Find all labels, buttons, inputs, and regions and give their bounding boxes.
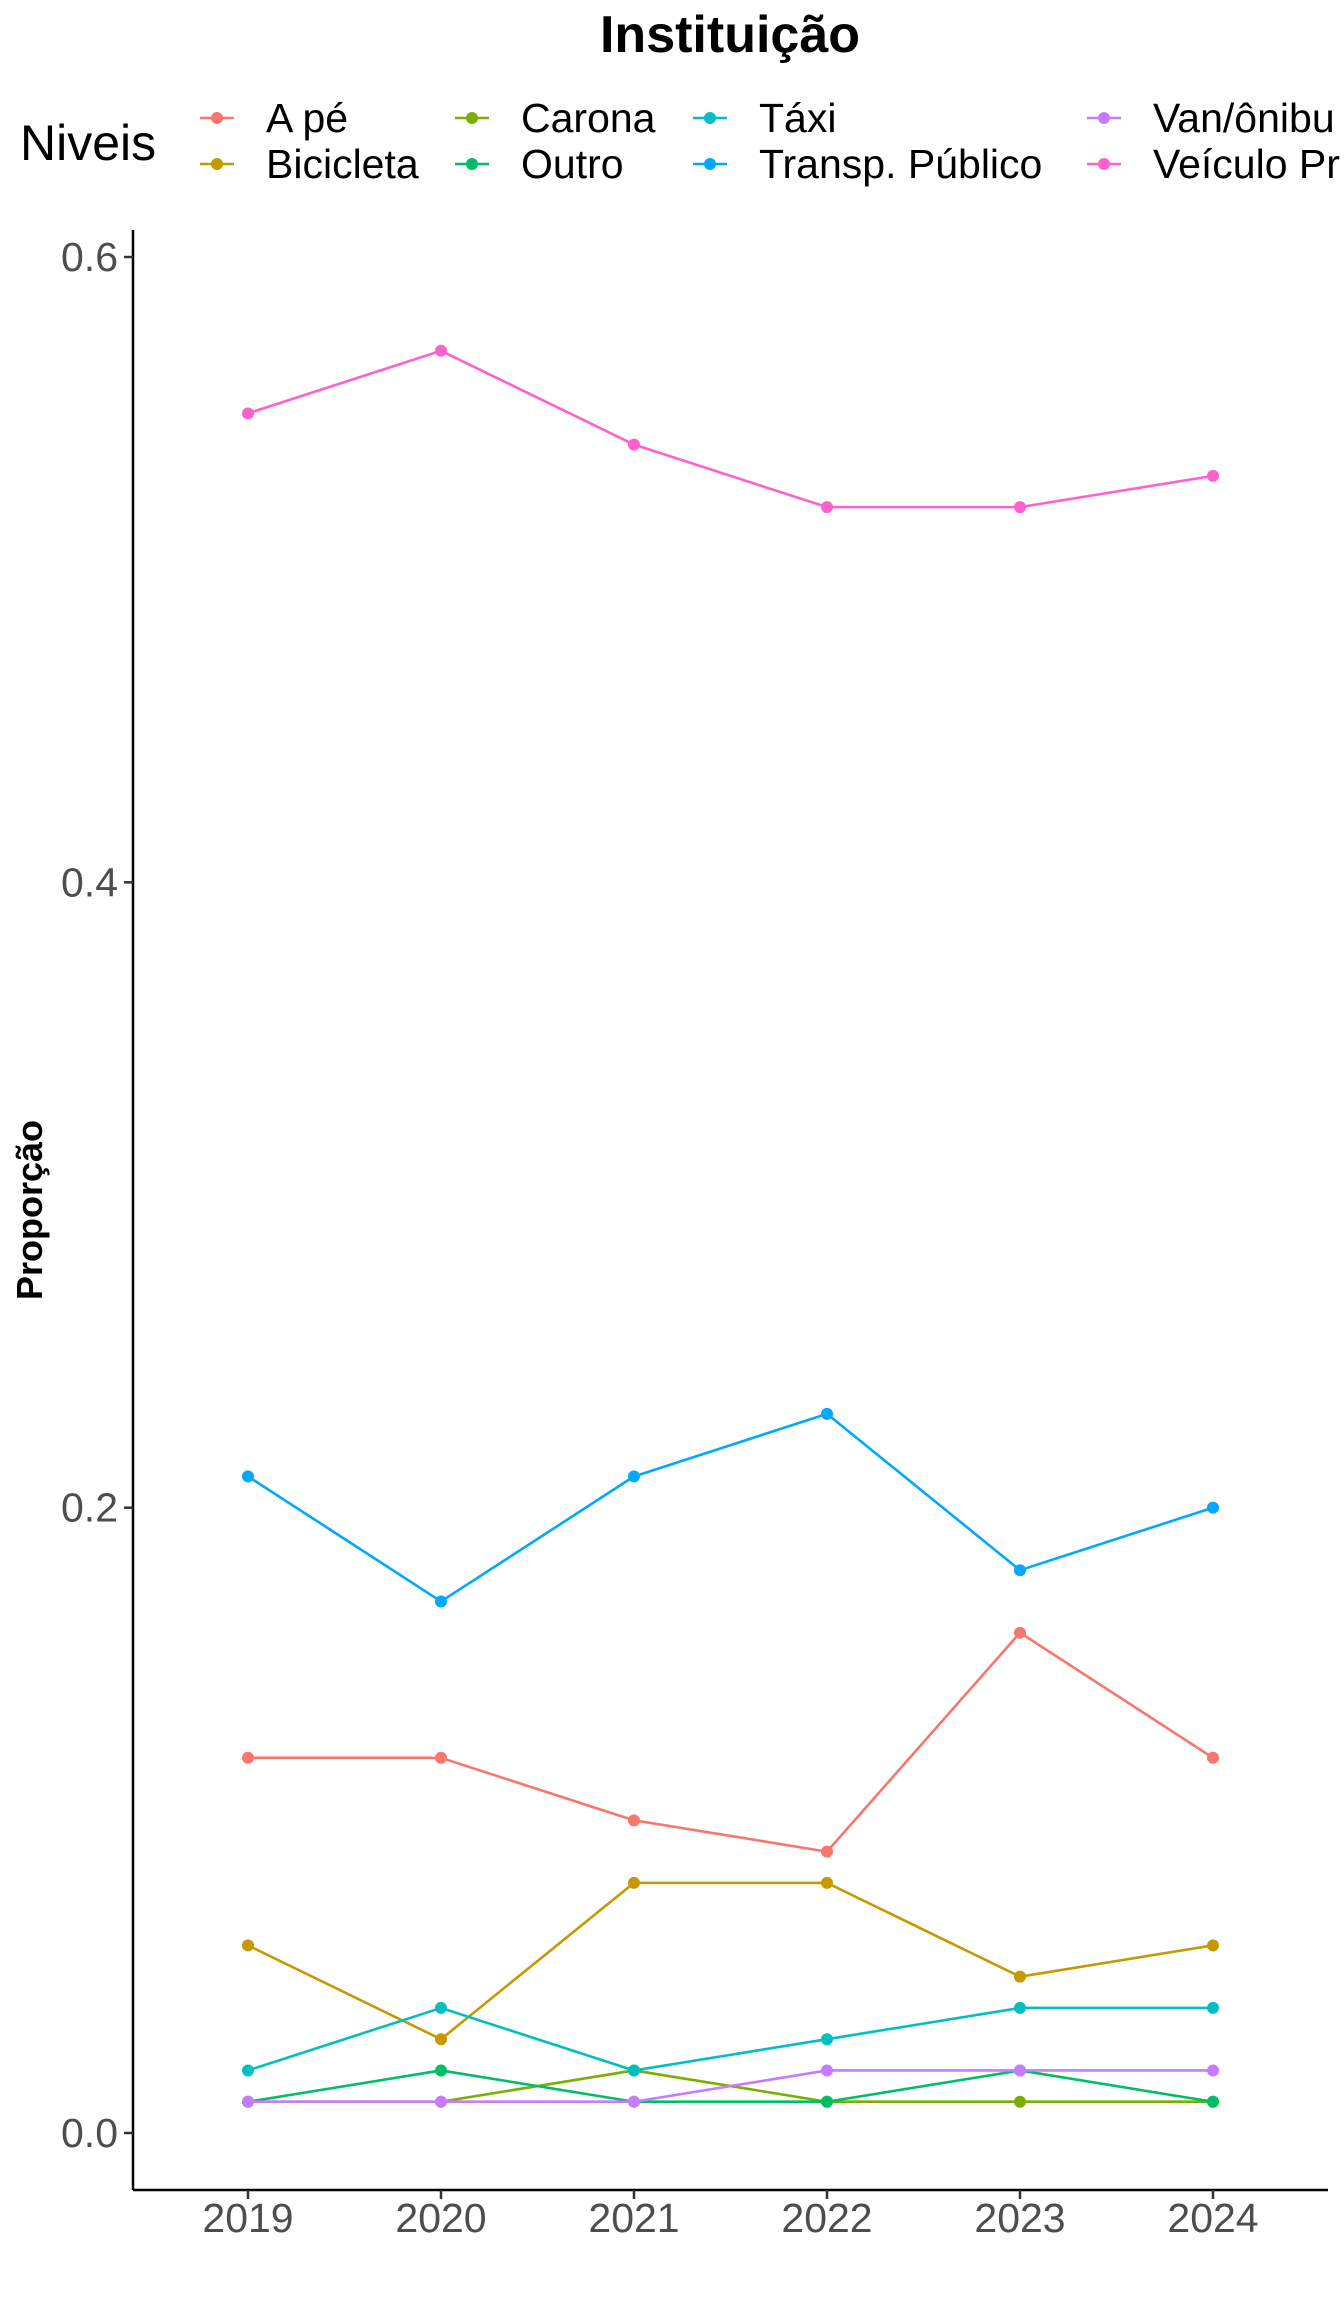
data-point bbox=[435, 1751, 447, 1764]
legend-item: Veículo Pr bbox=[1087, 141, 1340, 187]
series-line bbox=[247, 349, 1214, 509]
data-point bbox=[628, 1876, 640, 1889]
series-4 bbox=[242, 2001, 1219, 2077]
data-point bbox=[1207, 1751, 1219, 1764]
data-point bbox=[821, 501, 833, 514]
y-tick-label: 0.2 bbox=[61, 1485, 118, 1531]
x-tick-label: 2020 bbox=[395, 2195, 486, 2241]
legend-label: Carona bbox=[521, 95, 656, 141]
data-point bbox=[821, 2095, 833, 2108]
data-point bbox=[1014, 2001, 1026, 2014]
series-line bbox=[248, 1631, 1214, 1853]
chart-title: Instituição bbox=[600, 6, 860, 64]
data-point bbox=[628, 1814, 640, 1827]
legend-label: Veículo Pr bbox=[1153, 141, 1340, 187]
y-axis-label: Proporção bbox=[9, 1120, 50, 1300]
legend-key-point bbox=[1098, 112, 1110, 124]
x-tick-label: 2021 bbox=[588, 2195, 679, 2241]
legend-key-point bbox=[211, 112, 223, 124]
legend-label: Transp. Público bbox=[759, 141, 1042, 187]
y-tick-label: 0.6 bbox=[61, 234, 118, 280]
series-5 bbox=[242, 1407, 1219, 1608]
data-point bbox=[821, 2064, 833, 2077]
data-point bbox=[435, 344, 447, 357]
data-point bbox=[435, 2064, 447, 2077]
data-point bbox=[1207, 1939, 1219, 1952]
data-point bbox=[628, 438, 640, 451]
data-point bbox=[1207, 2001, 1219, 2014]
plot-area: 0.0 0.2 0.4 0.6 2019 2020 2021 2022 2023 2024 bbox=[61, 230, 1328, 2241]
legend-item: Outro bbox=[455, 141, 624, 187]
data-point bbox=[435, 2033, 447, 2046]
x-tick-label: 2022 bbox=[781, 2195, 872, 2241]
data-point bbox=[821, 1845, 833, 1858]
data-point bbox=[1207, 2095, 1219, 2108]
data-point bbox=[821, 1876, 833, 1889]
data-point bbox=[628, 2064, 640, 2077]
data-point bbox=[1014, 2095, 1026, 2108]
series-7 bbox=[242, 344, 1219, 514]
data-point bbox=[1014, 1626, 1026, 1639]
legend-item: Bicicleta bbox=[200, 141, 419, 187]
data-point bbox=[242, 2095, 254, 2108]
y-tick-label: 0.4 bbox=[61, 859, 118, 905]
legend-title: Niveis bbox=[20, 115, 156, 171]
data-point bbox=[628, 1470, 640, 1483]
x-tick-label: 2023 bbox=[974, 2195, 1065, 2241]
legend-label: Outro bbox=[521, 141, 624, 187]
series-line bbox=[248, 2069, 1213, 2104]
y-ticks: 0.0 0.2 0.4 0.6 bbox=[61, 234, 133, 2156]
y-tick-label: 0.0 bbox=[61, 2110, 118, 2156]
data-point bbox=[1207, 2064, 1219, 2077]
legend-key-point bbox=[704, 112, 716, 124]
series-1 bbox=[242, 1876, 1219, 2046]
legend-label: Táxi bbox=[759, 95, 836, 141]
series-line bbox=[247, 2069, 1214, 2104]
legend-key-point bbox=[466, 112, 478, 124]
legend-item: Transp. Público bbox=[693, 141, 1042, 187]
series-6 bbox=[242, 2064, 1219, 2108]
data-point bbox=[628, 2095, 640, 2108]
data-point bbox=[1207, 1501, 1219, 1514]
data-point bbox=[1014, 501, 1026, 514]
series-line bbox=[247, 1881, 1214, 2041]
legend-key-point bbox=[704, 158, 716, 170]
legend-item: Táxi bbox=[693, 95, 836, 141]
legend-label: Van/ônibu bbox=[1153, 95, 1335, 141]
data-point bbox=[242, 1939, 254, 1952]
legend-item: Van/ônibu bbox=[1087, 95, 1335, 141]
data-point bbox=[242, 1470, 254, 1483]
x-tick-label: 2024 bbox=[1167, 2195, 1258, 2241]
series-0 bbox=[242, 1626, 1219, 1858]
data-point bbox=[821, 2033, 833, 2046]
series-line bbox=[247, 2006, 1213, 2072]
x-ticks: 2019 2020 2021 2022 2023 2024 bbox=[202, 2190, 1259, 2241]
legend-label: A pé bbox=[266, 95, 348, 141]
data-point bbox=[821, 1407, 833, 1420]
data-point bbox=[1207, 469, 1219, 482]
legend-label: Bicicleta bbox=[266, 141, 419, 187]
series-line bbox=[247, 1412, 1214, 1603]
legend-key-point bbox=[211, 158, 223, 170]
data-point bbox=[435, 1595, 447, 1608]
data-point bbox=[1014, 1564, 1026, 1577]
data-point bbox=[435, 2095, 447, 2108]
data-point bbox=[242, 2064, 254, 2077]
legend-item: Carona bbox=[455, 95, 656, 141]
data-point bbox=[1014, 1970, 1026, 1983]
x-tick-label: 2019 bbox=[202, 2195, 293, 2241]
data-point bbox=[1014, 2064, 1026, 2077]
data-point bbox=[435, 2001, 447, 2014]
data-point bbox=[242, 1751, 254, 1764]
legend-key-point bbox=[1098, 158, 1110, 170]
series-lines bbox=[242, 344, 1219, 2108]
legend-key-point bbox=[466, 158, 478, 170]
legend-item: A pé bbox=[200, 95, 348, 141]
data-point bbox=[242, 407, 254, 420]
